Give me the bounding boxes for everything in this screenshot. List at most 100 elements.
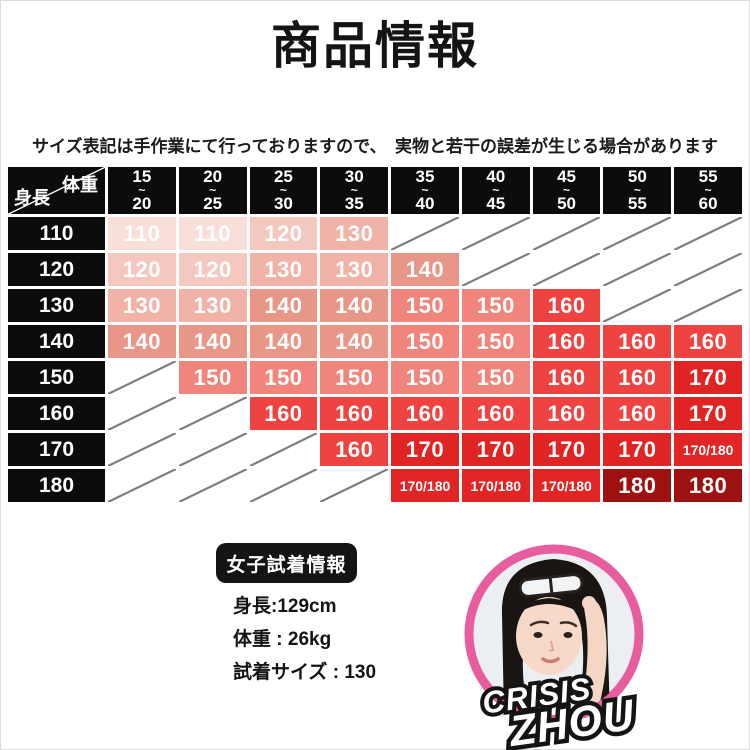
- size-cell: 130: [108, 289, 176, 322]
- height-header-cell: 150: [8, 361, 105, 394]
- weight-max: 25: [203, 193, 223, 213]
- size-cell: 170: [603, 433, 672, 466]
- size-cell: 160: [532, 289, 601, 322]
- size-cell: 160: [532, 325, 601, 358]
- weight-header-cell: 25 ~30: [249, 167, 318, 214]
- empty-size-cell: [320, 469, 389, 502]
- weight-min: 55: [698, 167, 718, 187]
- height-axis-label: 身長: [14, 188, 50, 208]
- size-cell: 110: [178, 217, 247, 250]
- model-height-line: 身長:129cm: [233, 596, 337, 617]
- height-header-cell: 160: [8, 397, 105, 430]
- tilde: ~: [633, 183, 641, 198]
- empty-size-cell: [178, 469, 247, 502]
- size-cell: 150: [249, 361, 318, 394]
- size-cell: 180: [603, 469, 672, 502]
- size-cell: 170: [674, 397, 742, 430]
- size-cell: 150: [391, 325, 459, 358]
- weight-max: 20: [132, 193, 152, 213]
- weight-min: 15: [132, 167, 152, 187]
- weight-max: 35: [344, 193, 364, 213]
- size-cell: 170/180: [532, 469, 601, 502]
- size-cell: 150: [391, 361, 459, 394]
- weight-max: 30: [273, 193, 293, 213]
- empty-size-cell: [603, 253, 672, 286]
- size-cell: 170: [461, 433, 530, 466]
- empty-size-cell: [674, 253, 742, 286]
- size-cell: 140: [320, 325, 389, 358]
- weight-header-cell: 30 ~35: [320, 167, 389, 214]
- weight-max: 40: [415, 193, 435, 213]
- size-cell: 160: [320, 433, 389, 466]
- weight-header-cell: 55 ~60: [674, 167, 742, 214]
- weight-min: 40: [486, 167, 506, 187]
- height-header-cell: 110: [8, 217, 105, 250]
- size-cell: 130: [320, 217, 389, 250]
- size-cell: 160: [461, 397, 530, 430]
- size-cell: 160: [391, 397, 459, 430]
- size-cell: 160: [320, 397, 389, 430]
- size-cell: 170/180: [461, 469, 530, 502]
- empty-size-cell: [674, 289, 742, 322]
- size-cell: 120: [249, 217, 318, 250]
- empty-size-cell: [249, 469, 318, 502]
- size-cell: 110: [108, 217, 176, 250]
- tilde: ~: [279, 183, 287, 198]
- empty-size-cell: [603, 217, 672, 250]
- empty-size-cell: [108, 433, 176, 466]
- size-disclaimer-note: サイズ表記は手作業にて行っておりますので、 実物と若干の誤差が生じる場合がありま…: [32, 137, 718, 157]
- fitting-size-line: 試着サイズ : 130: [233, 662, 377, 683]
- size-cell: 170: [532, 433, 601, 466]
- weight-min: 25: [273, 167, 293, 187]
- size-cell: 150: [461, 325, 530, 358]
- weight-max: 50: [557, 193, 576, 213]
- size-cell: 160: [603, 361, 672, 394]
- size-cell: 150: [320, 361, 389, 394]
- model-portrait: [501, 559, 610, 715]
- size-chart-table: 体重 身長 15 ~20 20 ~25 25 ~30 30 ~35 35 ~40 40 ~45 45 ~50 5…: [8, 167, 742, 502]
- size-cell: 150: [391, 289, 459, 322]
- weight-min: 35: [415, 167, 435, 187]
- height-header-cell: 140: [8, 325, 105, 358]
- size-cell: 160: [603, 325, 672, 358]
- empty-size-cell: [108, 361, 176, 394]
- weight-min: 30: [344, 167, 364, 187]
- size-cell: 130: [249, 253, 318, 286]
- empty-size-cell: [461, 253, 530, 286]
- tilde: ~: [563, 183, 571, 198]
- model-avatar-graphic: CRISIS ZHOU: [464, 544, 644, 750]
- empty-size-cell: [391, 217, 459, 250]
- weight-header-cell: 45 ~50: [532, 167, 601, 214]
- size-cell: 180: [674, 469, 742, 502]
- weight-header-cell: 35 ~40: [391, 167, 459, 214]
- size-cell: 160: [249, 397, 318, 430]
- weight-min: 50: [627, 167, 647, 187]
- height-header-cell: 130: [8, 289, 105, 322]
- fitting-info-lines: 身長:129cm 体重 : 26kg 試着サイズ : 130: [233, 597, 376, 696]
- size-cell: 130: [178, 289, 247, 322]
- tilde: ~: [209, 183, 217, 198]
- empty-size-cell: [249, 433, 318, 466]
- size-cell: 150: [461, 361, 530, 394]
- corner-header-cell: 体重 身長: [8, 167, 105, 214]
- size-cell: 140: [108, 325, 176, 358]
- weight-header-cell: 15 ~20: [108, 167, 176, 214]
- size-cell: 140: [249, 325, 318, 358]
- size-cell: 170/180: [674, 433, 742, 466]
- empty-size-cell: [108, 397, 176, 430]
- empty-size-cell: [178, 397, 247, 430]
- size-cell: 140: [320, 289, 389, 322]
- empty-size-cell: [532, 217, 601, 250]
- tilde: ~: [704, 183, 712, 198]
- weight-min: 45: [557, 167, 576, 187]
- weight-max: 45: [486, 193, 506, 213]
- size-cell: 120: [178, 253, 247, 286]
- empty-size-cell: [108, 469, 176, 502]
- tilde: ~: [492, 183, 500, 198]
- size-cell: 160: [674, 325, 742, 358]
- weight-header-cell: 50 ~55: [603, 167, 672, 214]
- height-header-cell: 170: [8, 433, 105, 466]
- size-cell: 160: [603, 397, 672, 430]
- size-cell: 160: [532, 361, 601, 394]
